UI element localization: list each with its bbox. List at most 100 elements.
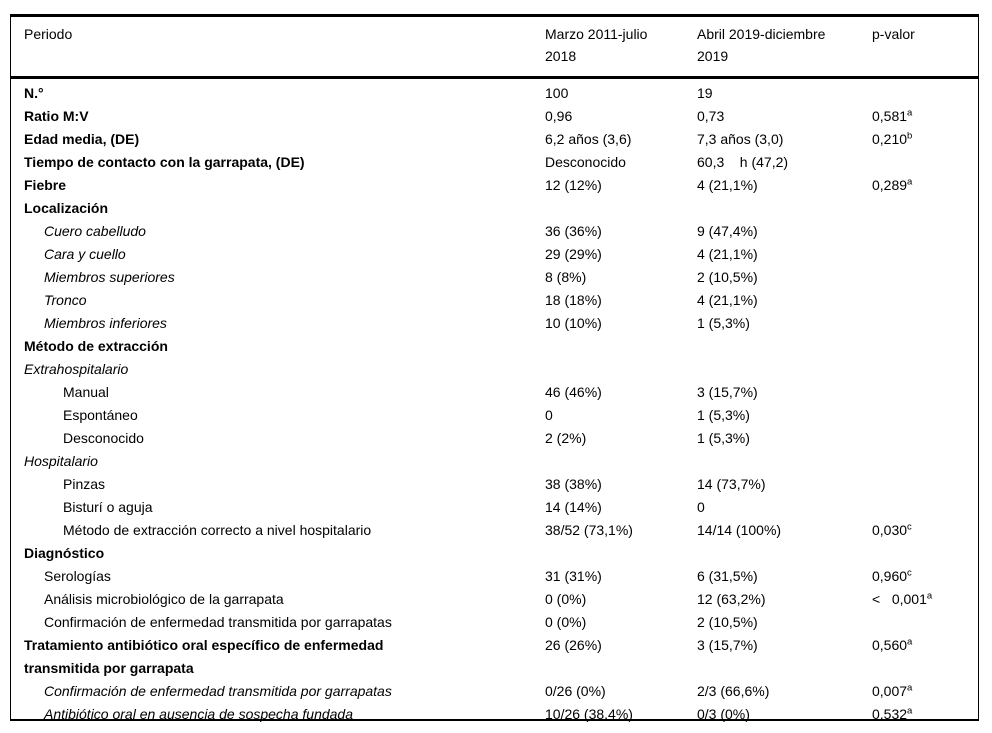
row-label: Tiempo de contacto con la garrapata, (DE… (24, 154, 305, 170)
p-value (872, 496, 978, 519)
row-label: Antibiótico oral en ausencia de sospecha… (44, 706, 353, 722)
footnote-marker: c (907, 567, 912, 579)
footnote-marker: c (907, 521, 912, 533)
row-label: Tronco (44, 292, 87, 308)
value-period-2: 12 (63,2%) (697, 591, 766, 607)
value-period-1: 2 (2%) (545, 430, 587, 446)
value-period-1: 0 (0%) (545, 614, 587, 630)
row-label: Extrahospitalario (24, 361, 129, 377)
row-label: Cara y cuello (44, 246, 126, 262)
value-period-1: 14 (14%) (545, 499, 602, 515)
p-value: 0,289a (872, 176, 913, 193)
table-row: Tratamiento antibiótico oral específico … (11, 634, 978, 680)
row-label: Edad media, (DE) (24, 131, 140, 147)
value-period-1: 29 (29%) (545, 246, 602, 262)
footnote-marker: a (907, 705, 913, 717)
value-period-2: 1 (5,3%) (697, 430, 750, 446)
value-period-1: 38/52 (73,1%) (545, 522, 633, 538)
footnote-marker: a (907, 107, 913, 119)
p-value (872, 335, 978, 358)
table-row: Edad media, (DE) 6,2 años (3,6) 7,3 años (… (11, 128, 978, 151)
p-value: 0,210b (872, 130, 913, 147)
table-row: Hospitalario (11, 450, 978, 473)
p-value: 0,581a (872, 107, 913, 124)
table-row: Confirmación de enfermedad transmitida p… (11, 680, 978, 703)
p-value: 0,532a (872, 705, 913, 722)
value-period-2: 1 (5,3%) (697, 315, 750, 331)
p-value (872, 243, 978, 266)
value-period-1: 26 (26%) (545, 637, 602, 653)
value-period-1 (545, 450, 697, 473)
table-row: Cuero cabelludo 36 (36%) 9 (47,4%) (11, 220, 978, 243)
footnote-marker: a (926, 590, 933, 602)
value-period-1 (545, 335, 697, 358)
p-value (872, 266, 978, 289)
table-body: N.° 100 19 Ratio M:V 0,96 0,73 0,581a Edad medi… (11, 78, 978, 727)
row-label: Fiebre (24, 177, 67, 193)
value-period-1: 0 (545, 407, 553, 423)
table-row: Análisis microbiológico de la garrapata 0… (11, 588, 978, 611)
value-period-1: 100 (545, 85, 569, 101)
p-value (872, 542, 978, 565)
value-period-1: 18 (18%) (545, 292, 602, 308)
row-label: Pinzas (63, 476, 106, 492)
value-period-1: 6,2 años (3,6) (545, 131, 632, 147)
table-row: Cara y cuello 29 (29%) 4 (21,1%) (11, 243, 978, 266)
table-row: N.° 100 19 (11, 78, 978, 106)
value-period-1: 36 (36%) (545, 223, 602, 239)
row-label: Espontáneo (63, 407, 138, 423)
table-row: Pinzas 38 (38%) 14 (73,7%) (11, 473, 978, 496)
table-row: Manual 46 (46%) 3 (15,7%) (11, 381, 978, 404)
table-row: Método de extracción (11, 335, 978, 358)
value-period-2: 19 (697, 85, 713, 101)
row-label: Hospitalario (24, 453, 98, 469)
value-period-1 (545, 542, 697, 565)
value-period-1: 0/26 (0%) (545, 683, 606, 699)
row-label: Cuero cabelludo (44, 223, 146, 239)
table-row: Localización (11, 197, 978, 220)
column-header: p-valor (872, 17, 978, 79)
value-period-2: 14/14 (100%) (697, 522, 782, 538)
value-period-2 (697, 542, 872, 565)
value-period-2 (697, 358, 872, 381)
p-value (872, 358, 978, 381)
p-value (872, 151, 978, 174)
table-row: Diagnóstico (11, 542, 978, 565)
p-value: < 0,001a (872, 590, 933, 607)
value-period-1 (545, 197, 697, 220)
value-period-2: 60,3 h (47,2) (697, 154, 789, 170)
value-period-2: 3 (15,7%) (697, 384, 758, 400)
value-period-1: Desconocido (545, 154, 626, 170)
row-label: Tratamiento antibiótico oral específico … (24, 637, 384, 676)
value-period-1: 8 (8%) (545, 269, 587, 285)
study-periods-table: Periodo Marzo 2011-julio 2018 Abril 2019-d… (11, 17, 978, 726)
table-row: Extrahospitalario (11, 358, 978, 381)
value-period-2: 0 (697, 499, 705, 515)
table-row: Serologías 31 (31%) 6 (31,5%) 0,960c (11, 565, 978, 588)
row-label: Diagnóstico (24, 545, 105, 561)
value-period-2 (697, 197, 872, 220)
p-value (872, 312, 978, 335)
row-label: Análisis microbiológico de la garrapata (44, 591, 284, 607)
value-period-2 (697, 450, 872, 473)
value-period-1: 38 (38%) (545, 476, 602, 492)
table-row: Tronco 18 (18%) 4 (21,1%) (11, 289, 978, 312)
row-label: Serologías (44, 568, 111, 584)
value-period-2: 2 (10,5%) (697, 269, 758, 285)
row-label: Miembros superiores (44, 269, 175, 285)
column-header: Marzo 2011-julio 2018 (545, 17, 697, 79)
header-row: Periodo Marzo 2011-julio 2018 Abril 2019-d… (11, 17, 978, 79)
table-row: Miembros superiores 8 (8%) 2 (10,5%) (11, 266, 978, 289)
table-row: Desconocido 2 (2%) 1 (5,3%) (11, 427, 978, 450)
p-value (872, 427, 978, 450)
value-period-2: 9 (47,4%) (697, 223, 758, 239)
row-label: Confirmación de enfermedad transmitida p… (44, 683, 392, 699)
row-label: Miembros inferiores (44, 315, 167, 331)
value-period-2: 0/3 (0%) (697, 706, 750, 722)
table-header: Periodo Marzo 2011-julio 2018 Abril 2019-d… (11, 17, 978, 79)
p-value: 0,007a (872, 682, 913, 699)
value-period-2: 4 (21,1%) (697, 246, 758, 262)
row-label: Confirmación de enfermedad transmitida p… (44, 614, 392, 630)
value-period-2: 4 (21,1%) (697, 292, 758, 308)
table-row: Bisturí o aguja 14 (14%) 0 (11, 496, 978, 519)
